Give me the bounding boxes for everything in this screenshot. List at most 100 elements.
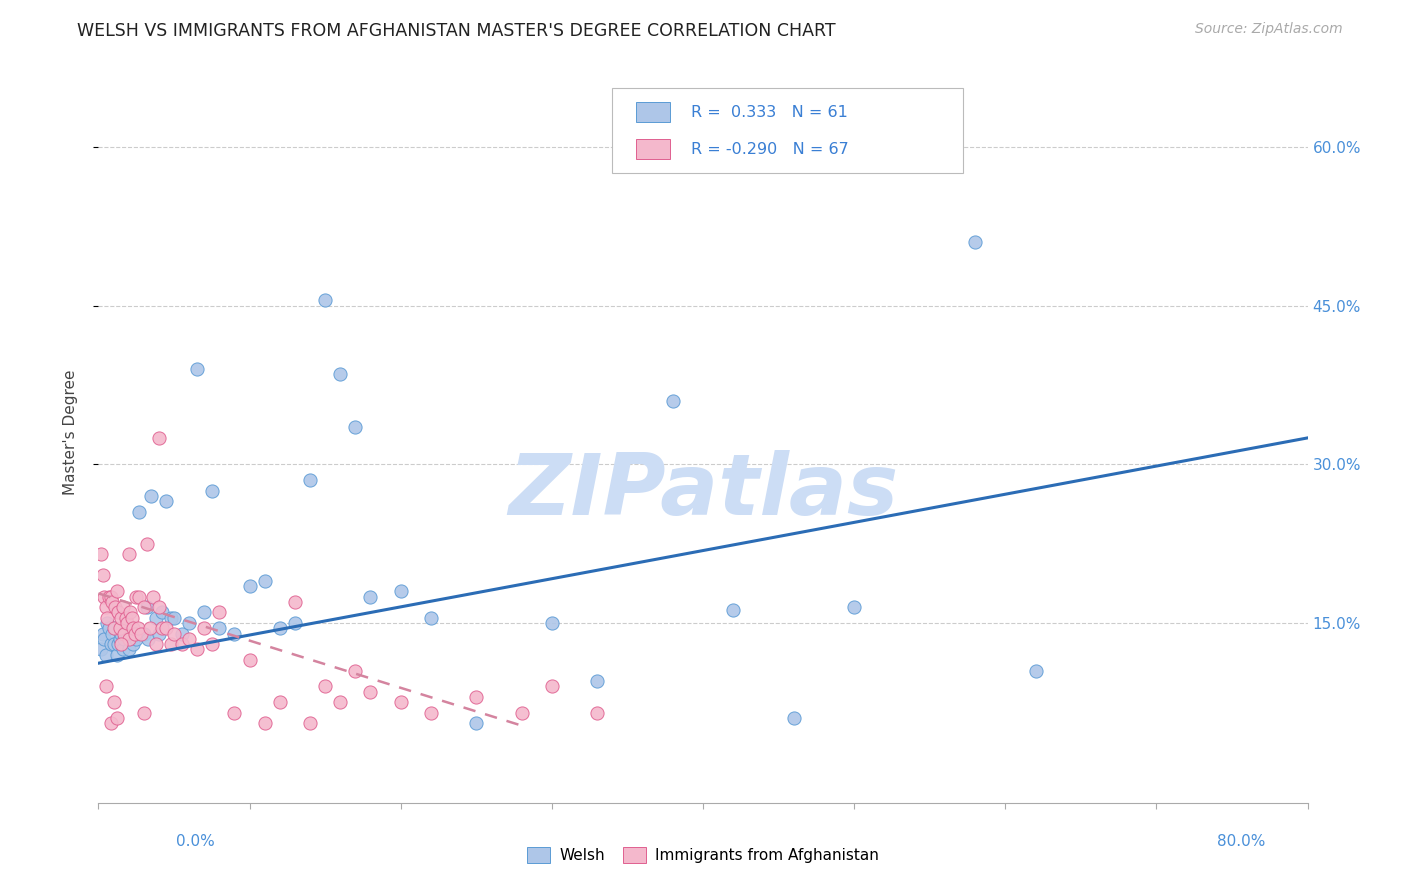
Point bbox=[96, 615, 118, 630]
Point bbox=[128, 505, 150, 519]
Point bbox=[844, 600, 866, 615]
Point bbox=[783, 711, 806, 725]
Point bbox=[98, 590, 121, 604]
Point bbox=[540, 615, 562, 630]
Point bbox=[284, 595, 307, 609]
Text: R = -0.290   N = 67: R = -0.290 N = 67 bbox=[690, 142, 849, 157]
Point bbox=[170, 637, 193, 651]
Point bbox=[170, 626, 193, 640]
Point bbox=[965, 235, 987, 250]
Point bbox=[360, 590, 382, 604]
Point bbox=[132, 626, 155, 640]
Point bbox=[155, 621, 177, 635]
Point bbox=[540, 680, 562, 694]
Point bbox=[661, 393, 683, 408]
Point bbox=[314, 680, 336, 694]
Point bbox=[586, 706, 609, 720]
Point bbox=[100, 637, 122, 651]
Point bbox=[104, 621, 127, 635]
Point bbox=[193, 606, 215, 620]
Point bbox=[224, 706, 246, 720]
Point bbox=[284, 615, 307, 630]
Point bbox=[103, 621, 125, 635]
Point bbox=[145, 611, 167, 625]
Point bbox=[186, 362, 208, 376]
Point bbox=[104, 600, 127, 615]
Point bbox=[112, 632, 135, 646]
Point bbox=[145, 637, 167, 651]
Point bbox=[163, 611, 186, 625]
Point bbox=[224, 626, 246, 640]
Point bbox=[93, 632, 115, 646]
Point bbox=[90, 547, 112, 561]
Point bbox=[127, 621, 149, 635]
Point bbox=[148, 431, 170, 445]
Point bbox=[110, 626, 132, 640]
Point bbox=[90, 642, 112, 657]
Point bbox=[142, 590, 165, 604]
Text: 80.0%: 80.0% bbox=[1218, 834, 1265, 849]
Point bbox=[118, 632, 141, 646]
Point bbox=[110, 611, 132, 625]
Point bbox=[465, 716, 488, 731]
Point bbox=[139, 621, 162, 635]
Point bbox=[105, 711, 128, 725]
Point bbox=[111, 642, 134, 657]
Point bbox=[299, 716, 322, 731]
Point bbox=[136, 632, 159, 646]
Point bbox=[253, 574, 276, 588]
Point bbox=[125, 632, 148, 646]
Point bbox=[115, 615, 138, 630]
Point bbox=[344, 664, 367, 678]
Point bbox=[100, 590, 122, 604]
Point bbox=[107, 606, 129, 620]
Point bbox=[1024, 664, 1046, 678]
Point bbox=[105, 648, 128, 662]
Point bbox=[129, 626, 152, 640]
Point bbox=[510, 706, 533, 720]
FancyBboxPatch shape bbox=[637, 138, 671, 160]
Point bbox=[314, 293, 336, 308]
Point bbox=[121, 621, 143, 635]
Point bbox=[141, 489, 163, 503]
Point bbox=[93, 590, 115, 604]
Point bbox=[105, 584, 128, 599]
Point bbox=[193, 621, 215, 635]
Point bbox=[132, 600, 155, 615]
Text: R =  0.333   N = 61: R = 0.333 N = 61 bbox=[690, 104, 848, 120]
Point bbox=[344, 420, 367, 434]
Point bbox=[201, 637, 224, 651]
Point bbox=[94, 680, 117, 694]
Point bbox=[118, 642, 141, 657]
Point bbox=[163, 626, 186, 640]
Point bbox=[120, 606, 142, 620]
Point bbox=[420, 706, 443, 720]
Point bbox=[148, 600, 170, 615]
Point bbox=[269, 695, 291, 709]
Point bbox=[208, 606, 231, 620]
Point bbox=[94, 600, 117, 615]
Point bbox=[723, 603, 745, 617]
Point bbox=[112, 626, 135, 640]
Point bbox=[186, 642, 208, 657]
Point bbox=[114, 611, 136, 625]
Point bbox=[103, 637, 125, 651]
Point bbox=[253, 716, 276, 731]
Point bbox=[110, 637, 132, 651]
FancyBboxPatch shape bbox=[637, 102, 671, 122]
Point bbox=[125, 590, 148, 604]
Point bbox=[904, 140, 927, 154]
Point bbox=[465, 690, 488, 704]
Point bbox=[108, 621, 131, 635]
Point bbox=[96, 611, 118, 625]
Point bbox=[329, 368, 352, 382]
Point bbox=[150, 606, 173, 620]
Point bbox=[239, 653, 262, 667]
Point bbox=[115, 626, 138, 640]
Point bbox=[122, 621, 145, 635]
Point bbox=[299, 473, 322, 487]
Point bbox=[135, 600, 157, 615]
Point bbox=[389, 584, 412, 599]
Point bbox=[121, 611, 143, 625]
Point bbox=[179, 615, 201, 630]
